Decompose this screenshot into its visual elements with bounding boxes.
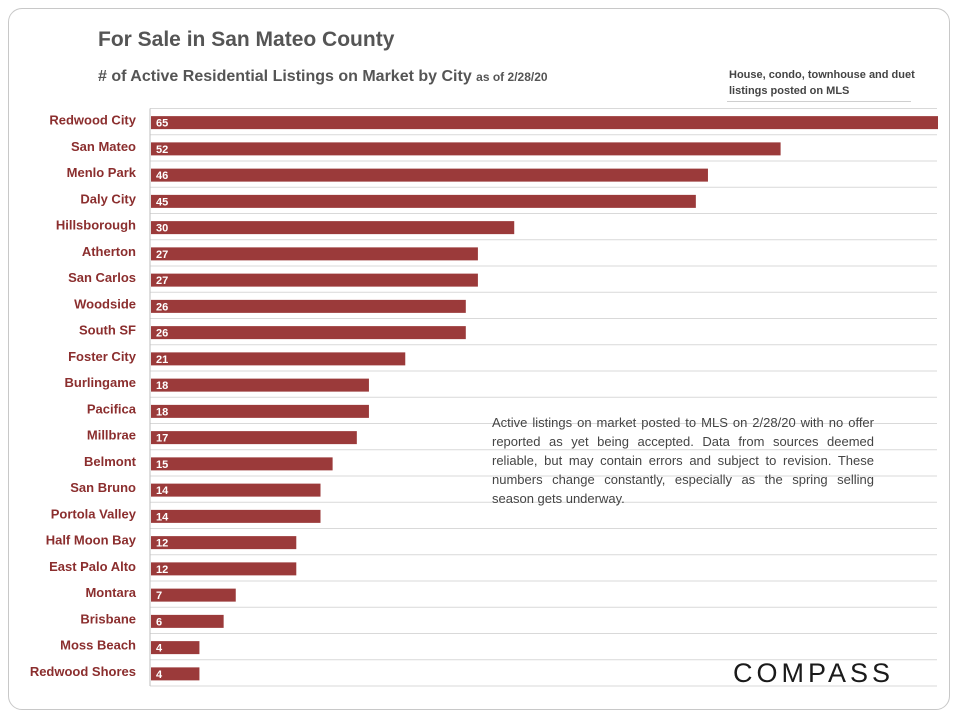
data-label: 27 <box>156 249 168 261</box>
tick-label: Montara <box>85 585 136 600</box>
bar <box>151 431 357 445</box>
data-label: 18 <box>156 380 168 392</box>
bar <box>151 667 200 681</box>
tick-label: San Mateo <box>71 139 136 154</box>
bar <box>151 142 781 156</box>
bar <box>151 483 321 497</box>
data-label: 12 <box>156 564 168 576</box>
bar <box>151 562 297 576</box>
bars: 65 52 46 45 30 27 27 26 26 21 18 18 17 15 14 14 12 12 7 6 4 4 <box>151 116 938 681</box>
tick-label: Foster City <box>68 349 137 364</box>
data-label: 26 <box>156 301 168 313</box>
tick-label: Belmont <box>84 454 137 469</box>
bar <box>151 247 478 261</box>
tick-label: Redwood Shores <box>30 664 136 679</box>
tick-label: Moss Beach <box>60 638 136 653</box>
tick-label: Half Moon Bay <box>46 533 137 548</box>
tick-label: Woodside <box>74 296 136 311</box>
data-label: 7 <box>156 590 162 602</box>
data-label: 65 <box>156 118 168 130</box>
bar <box>151 404 369 418</box>
bar <box>151 536 297 550</box>
data-label: 45 <box>156 196 168 208</box>
data-label: 52 <box>156 144 168 156</box>
compass-logo: COMPASS <box>733 658 895 688</box>
bar <box>151 588 236 602</box>
bar <box>151 614 224 628</box>
tick-label: South SF <box>79 323 136 338</box>
tick-label: Atherton <box>82 244 136 259</box>
chart-title: For Sale in San Mateo County <box>98 28 395 51</box>
tick-label: Redwood City <box>49 113 136 128</box>
bar <box>151 378 369 392</box>
bar <box>151 457 333 471</box>
bar <box>151 221 515 235</box>
data-label: 4 <box>156 643 163 655</box>
data-disclaimer: Active listings on market posted to MLS … <box>492 415 874 506</box>
data-label: 14 <box>156 511 169 523</box>
note-divider <box>727 101 911 102</box>
category-labels: Redwood City San Mateo Menlo Park Daly City… <box>30 113 137 679</box>
bar <box>151 168 708 182</box>
bar <box>151 352 406 366</box>
tick-label: Portola Valley <box>51 506 137 521</box>
data-label: 4 <box>156 669 163 681</box>
gridlines <box>149 108 937 687</box>
bar <box>151 326 466 340</box>
tick-label: San Carlos <box>68 270 136 285</box>
tick-label: Brisbane <box>80 611 136 626</box>
data-label: 6 <box>156 616 162 628</box>
data-label: 12 <box>156 538 168 550</box>
data-label: 14 <box>156 485 169 497</box>
data-label: 27 <box>156 275 168 287</box>
subtitle-as-of: as of 2/28/20 <box>476 70 548 84</box>
tick-label: East Palo Alto <box>49 559 136 574</box>
bar <box>151 299 466 313</box>
data-label: 26 <box>156 328 168 340</box>
tick-label: Millbrae <box>87 428 136 443</box>
tick-label: Menlo Park <box>67 165 137 180</box>
tick-label: Daly City <box>80 191 136 206</box>
bar <box>151 509 321 523</box>
subtitle-main: # of Active Residential Listings on Mark… <box>98 68 472 85</box>
tick-label: Burlingame <box>64 375 136 390</box>
data-label: 21 <box>156 354 168 366</box>
tick-label: San Bruno <box>70 480 136 495</box>
bar <box>151 273 478 287</box>
bar <box>151 194 696 208</box>
chart-subtitle: # of Active Residential Listings on Mark… <box>98 68 548 86</box>
data-label: 17 <box>156 433 168 445</box>
listing-type-note: House, condo, townhouse and duet listing… <box>729 69 915 97</box>
bar <box>151 641 200 655</box>
tick-label: Pacifica <box>87 401 137 416</box>
data-label: 46 <box>156 170 168 182</box>
tick-label: Hillsborough <box>56 218 136 233</box>
bar <box>151 116 938 130</box>
data-label: 30 <box>156 223 168 235</box>
data-label: 15 <box>156 459 168 471</box>
data-label: 18 <box>156 406 168 418</box>
